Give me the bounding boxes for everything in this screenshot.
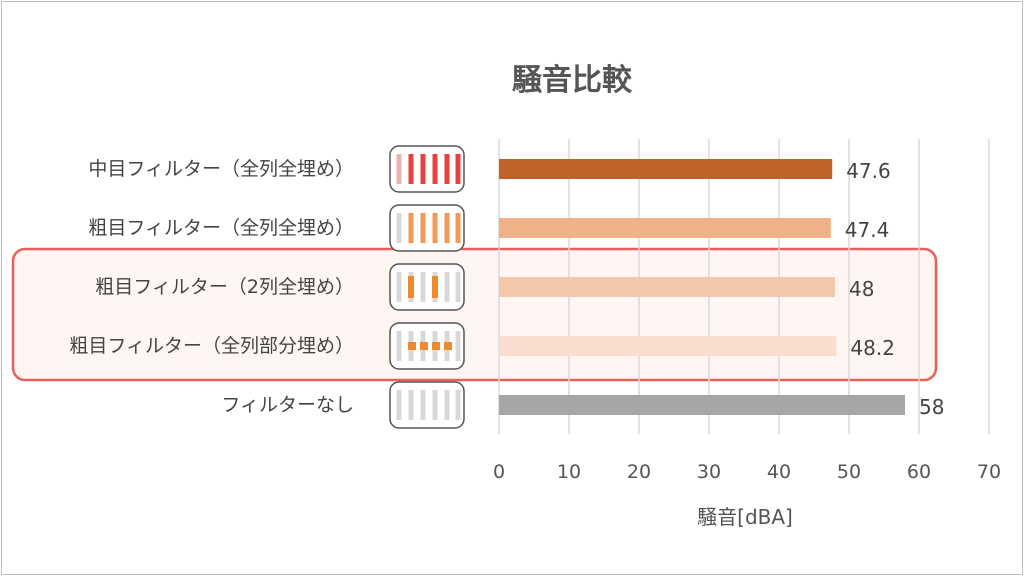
bar [499, 277, 835, 297]
data-label: 47.6 [846, 159, 891, 183]
x-tick-label: 70 [977, 461, 1001, 483]
orange-stripes-full-icon [389, 204, 465, 252]
data-label: 47.4 [845, 218, 890, 242]
bar [499, 395, 905, 415]
chart-title: 騒音比較 [512, 63, 633, 98]
bar [499, 218, 831, 238]
highlight-box [11, 247, 938, 382]
x-tick-label: 20 [627, 461, 651, 483]
x-tick-label: 0 [493, 461, 505, 483]
x-tick-label: 40 [767, 461, 791, 483]
data-label: 48 [849, 277, 874, 301]
x-tick-label: 10 [557, 461, 581, 483]
red-stripes-full-icon [389, 145, 465, 193]
x-tick-label: 50 [837, 461, 861, 483]
x-tick-label: 60 [907, 461, 931, 483]
category-label: 粗目フィルター（全列全埋め） [88, 217, 354, 239]
orange-stripes-two-icon [389, 263, 465, 311]
category-label: 粗目フィルター（2列全埋め） [95, 276, 354, 298]
bar [499, 159, 833, 179]
data-label: 58 [919, 395, 944, 419]
category-label: フィルターなし [221, 394, 354, 416]
x-tick-label: 30 [697, 461, 721, 483]
bar [499, 336, 837, 356]
orange-dashes-partial-icon [389, 322, 465, 370]
category-label: 中目フィルター（全列全埋め） [88, 158, 354, 180]
x-axis-label: 騒音[dBA] [697, 505, 793, 529]
category-label: 粗目フィルター（全列部分埋め） [69, 335, 354, 357]
gray-stripes-empty-icon [389, 381, 465, 429]
data-label: 48.2 [850, 336, 895, 360]
